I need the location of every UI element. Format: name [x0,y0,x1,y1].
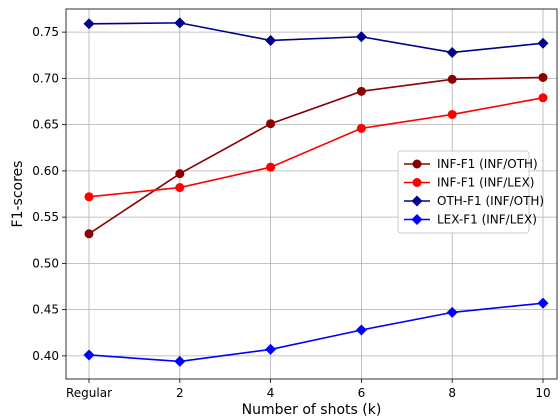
data-point [447,109,457,119]
data-point [537,297,549,309]
data-point [537,37,549,49]
legend-marker [411,213,423,226]
data-point [265,343,277,355]
legend-marker [412,178,422,187]
data-point [84,192,94,202]
legend-marker [412,159,422,169]
data-point [446,46,458,58]
data-point [538,72,548,82]
series-3 [83,297,549,367]
data-point [265,34,277,46]
y-tick-label: 0.50 [32,256,59,270]
data-point [356,86,366,96]
data-point [355,31,367,43]
series-line [88,302,544,363]
legend-item: INF-F1 (INF/LEX) [404,176,534,190]
legend-item: OTH-F1 (INF/OTH) [404,194,544,208]
data-point [538,93,548,103]
legend-label: LEX-F1 (INF/LEX) [437,213,537,227]
series-layer [83,17,549,367]
data-point [266,119,276,129]
legend-item: LEX-F1 (INF/LEX) [404,213,537,227]
legend: INF-F1 (INF/OTH) INF-F1 (INF/LEX) OTH-F1 (… [397,150,544,234]
data-point [355,324,367,336]
data-point [356,123,366,133]
y-tick-label: 0.70 [32,71,59,85]
plot-frame [65,8,558,380]
data-point [447,74,457,84]
legend-item: INF-F1 (INF/OTH) [404,157,538,171]
x-tick-label: Regular [66,386,112,400]
y-tick-label: 0.55 [32,210,59,224]
data-point [83,349,95,361]
legend-label: OTH-F1 (INF/OTH) [437,194,544,208]
data-point [175,169,185,179]
data-point [84,229,94,239]
series-1 [84,93,548,202]
y-tick-label: 0.40 [32,349,59,363]
data-point [83,18,95,30]
x-tick-label: 2 [176,386,184,400]
legend-label: INF-F1 (INF/OTH) [437,157,538,171]
series-line [88,97,544,198]
y-tick-label: 0.75 [32,25,59,39]
legend-marker [411,195,423,207]
series-line [88,22,544,54]
legend-box [397,150,530,234]
x-axis-label: Number of shots (k) [242,402,382,418]
x-tick-label: 10 [535,386,550,400]
series-0 [84,72,548,239]
y-axis: 0.40 0.45 0.50 0.55 0.60 0.65 0.70 0.75 [32,25,66,363]
x-axis: Regular 2 4 6 8 10 [66,379,551,400]
y-tick-label: 0.65 [32,118,59,132]
data-point [266,162,276,172]
y-tick-label: 0.60 [32,164,59,178]
series-line [88,76,544,235]
y-tick-label: 0.45 [32,303,59,317]
series-2 [83,17,549,58]
data-point [446,306,458,318]
data-point [174,17,186,29]
x-tick-label: 6 [358,386,366,400]
data-point [174,355,186,367]
y-axis-label: F1-scores [10,161,26,228]
data-point [175,183,185,193]
x-tick-label: 4 [267,386,275,400]
x-tick-label: 8 [448,386,456,400]
legend-label: INF-F1 (INF/LEX) [437,176,534,190]
